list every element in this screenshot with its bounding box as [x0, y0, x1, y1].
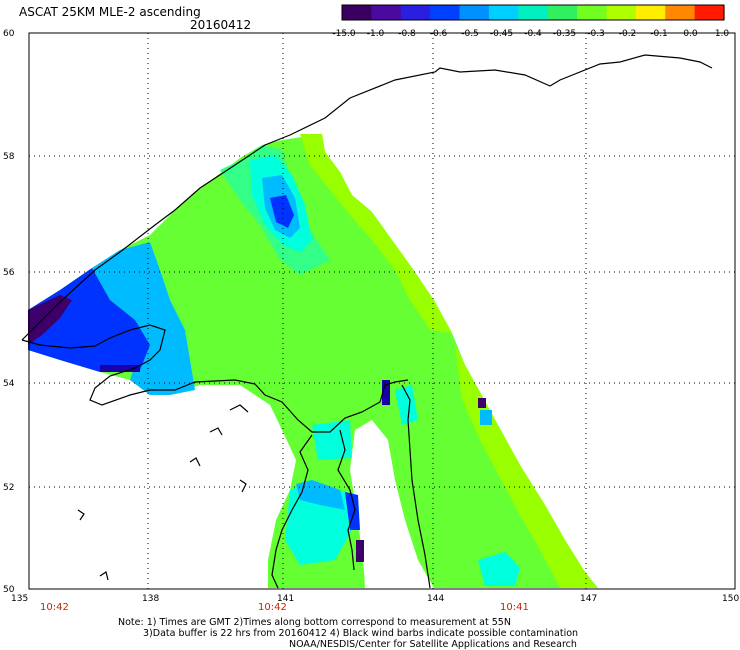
color-bar-segment — [635, 5, 666, 20]
color-bar-segment — [547, 5, 578, 20]
latitude-label: 56 — [3, 268, 15, 278]
color-bar-segment — [430, 5, 461, 20]
swath-time-label: 10:42 — [258, 602, 287, 613]
swath-west-blue — [28, 268, 150, 372]
color-bar-segment — [665, 5, 696, 20]
swath-time-label: 10:42 — [40, 602, 69, 613]
longitude-label: 144 — [427, 594, 444, 604]
latitude-label: 52 — [3, 483, 14, 493]
longitude-label: 135 — [11, 594, 28, 604]
latitude-label: 50 — [3, 585, 15, 595]
coastline-north — [21, 54, 713, 341]
swath-southeast-cyan — [478, 552, 520, 586]
swath-main — [28, 134, 598, 588]
product-title: ASCAT 25KM MLE-2 ascending — [19, 5, 201, 19]
color-bar-tick-label: -0.4 — [524, 29, 542, 39]
swath-east-dark — [382, 380, 390, 405]
note-line-2: 3)Data buffer is 22 hrs from 20160412 4)… — [143, 628, 579, 639]
coastline-sakhalin-west — [271, 434, 313, 589]
map-frame — [28, 32, 736, 590]
coastline-kamchatka-west — [401, 384, 431, 589]
color-bar-tick-label: -0.6 — [430, 29, 448, 39]
color-bar-tick-label: -1.0 — [367, 29, 385, 39]
swath-lime-ne — [300, 134, 452, 333]
color-bar-tick-label: -0.2 — [619, 29, 637, 39]
time-labels: 10:42 10:42 10:41 — [40, 602, 529, 613]
note-line-1: Note: 1) Times are GMT 2)Times along bot… — [118, 617, 511, 628]
swath-east-dot — [478, 398, 486, 408]
color-bar-tick-label: -0.1 — [650, 29, 668, 39]
color-bar-tick-label: 0.0 — [683, 29, 698, 39]
longitude-label: 147 — [580, 594, 597, 604]
color-bar-segment — [577, 5, 608, 20]
longitude-label: 150 — [722, 594, 739, 604]
latitude-label: 60 — [3, 29, 15, 39]
coastline-west — [21, 324, 409, 433]
color-bar-segment — [606, 5, 637, 20]
latitude-labels: 60 58 56 54 52 50 — [3, 29, 15, 595]
coastline — [21, 54, 713, 589]
wind-swath-data — [28, 134, 598, 588]
color-bar-ticks: -15.0 -1.0 -0.8 -0.6 -0.5 -0.45 -0.4 -0.35 -0.3 -… — [332, 29, 729, 39]
swath-blue-core — [270, 195, 294, 228]
longitude-label: 141 — [277, 594, 294, 604]
latitude-label: 54 — [3, 379, 15, 389]
latitude-label: 58 — [3, 152, 15, 162]
coastline-islands — [77, 404, 249, 581]
swath-east-sky — [480, 410, 492, 425]
color-bar-segment — [371, 5, 402, 20]
longitude-label: 138 — [142, 594, 159, 604]
swath-strait-cyan — [312, 420, 352, 460]
color-bar-segment — [342, 5, 372, 20]
note-line-3: NOAA/NESDIS/Center for Satellite Applica… — [289, 639, 577, 650]
swath-west-sky — [92, 242, 195, 395]
swath-east-cyan — [395, 385, 418, 425]
swath-west-deep — [100, 365, 140, 372]
product-date: 20160412 — [190, 18, 252, 32]
color-bar-tick-label: 1.0 — [715, 29, 730, 39]
color-bar-border — [341, 4, 725, 21]
color-bar-tick-label: -0.3 — [587, 29, 605, 39]
color-bar-segment — [400, 5, 431, 20]
color-bar-tick-label: -0.45 — [490, 29, 513, 39]
color-bar — [341, 4, 725, 21]
color-bar-tick-label: -0.8 — [398, 29, 416, 39]
longitude-labels: 135 138 141 144 147 150 — [11, 594, 739, 604]
color-bar-tick-label: -0.5 — [461, 29, 479, 39]
color-bar-tick-label: -0.35 — [553, 29, 576, 39]
swath-south-purple — [356, 540, 364, 562]
color-bar-tick-label: -15.0 — [332, 29, 356, 39]
color-bar-segment — [459, 5, 490, 20]
swath-west-purple — [28, 295, 72, 345]
swath-time-label: 10:41 — [500, 602, 529, 613]
swath-south-blue — [345, 492, 360, 530]
color-bar-segment — [488, 5, 519, 20]
coastline-sakhalin-east — [337, 429, 356, 571]
swath-south-sky — [296, 480, 345, 510]
color-bar-segment — [518, 5, 549, 20]
color-bar-segment — [694, 5, 725, 20]
